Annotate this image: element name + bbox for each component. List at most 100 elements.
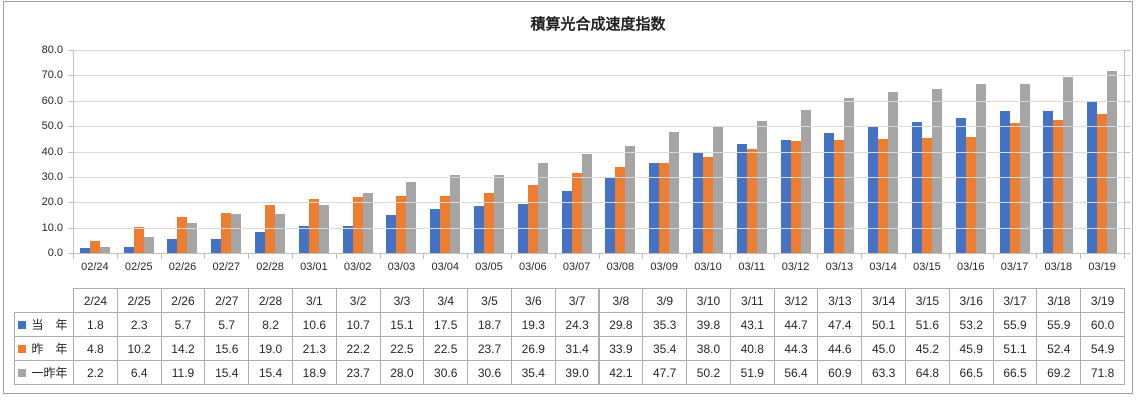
bar-last-year bbox=[177, 216, 188, 253]
series-label: 当 年 bbox=[31, 318, 68, 332]
bar-two-years-ago bbox=[362, 192, 373, 253]
table-cell: 44.7 bbox=[773, 312, 819, 337]
table-cell: 39.0 bbox=[554, 360, 600, 385]
table-cell: 38.0 bbox=[686, 336, 731, 361]
secondary-axis-tick bbox=[1124, 151, 1130, 153]
bar-last-year bbox=[790, 140, 801, 253]
table-cell: 5.7 bbox=[204, 312, 250, 337]
table-cell: 11.9 bbox=[160, 360, 206, 385]
table-cell: 26.9 bbox=[510, 336, 556, 361]
x-axis-tick bbox=[467, 253, 469, 259]
bar-two-years-ago bbox=[406, 181, 417, 253]
table-header-cell: 3/18 bbox=[1036, 288, 1082, 313]
x-axis-label: 03/19 bbox=[1088, 261, 1116, 273]
table-cell: 15.4 bbox=[248, 360, 293, 385]
table-cell: 22.5 bbox=[379, 336, 425, 361]
table-header-cell: 3/8 bbox=[598, 288, 644, 313]
x-axis-tick bbox=[291, 253, 293, 259]
legend-key-this-year bbox=[18, 320, 26, 329]
table-header-cell: 3/4 bbox=[423, 288, 469, 313]
secondary-axis-tick bbox=[1124, 253, 1130, 254]
x-axis-label: 03/05 bbox=[475, 261, 503, 273]
secondary-y-axis-line bbox=[1124, 50, 1125, 253]
table-header-cell: 2/26 bbox=[160, 288, 206, 313]
bar-two-years-ago bbox=[669, 131, 680, 253]
table-cell: 69.2 bbox=[1036, 360, 1082, 385]
table-header-cell: 3/10 bbox=[686, 288, 731, 313]
bar-this-year bbox=[561, 191, 572, 253]
legend-key-last-year bbox=[18, 344, 26, 353]
x-axis-label: 03/13 bbox=[825, 261, 854, 273]
y-axis-label: 60.0 bbox=[41, 94, 63, 107]
horizontal-gridline bbox=[73, 75, 1124, 77]
x-axis-tick bbox=[729, 253, 731, 259]
x-axis-label: 03/03 bbox=[387, 261, 416, 273]
bar-last-year bbox=[965, 136, 976, 253]
x-axis-label: 02/26 bbox=[168, 261, 197, 273]
table-cell: 51.1 bbox=[992, 336, 1038, 361]
bar-last-year bbox=[571, 173, 582, 253]
table-cell: 10.2 bbox=[116, 336, 162, 361]
bar-two-years-ago bbox=[975, 84, 986, 253]
secondary-axis-tick bbox=[1124, 100, 1130, 102]
bar-last-year bbox=[440, 195, 451, 253]
bar-last-year bbox=[878, 138, 889, 253]
bar-last-year bbox=[265, 204, 276, 253]
table-cell: 22.2 bbox=[335, 336, 381, 361]
bar-two-years-ago bbox=[537, 163, 548, 253]
table-header-cell: 3/11 bbox=[729, 288, 775, 313]
bar-this-year bbox=[1043, 111, 1054, 253]
table-cell: 10.7 bbox=[335, 312, 381, 337]
horizontal-gridline bbox=[73, 100, 1124, 102]
table-cell: 53.2 bbox=[948, 312, 994, 337]
table-cell: 60.0 bbox=[1080, 312, 1125, 337]
legend-key-two-years-ago bbox=[18, 368, 26, 377]
table-row-label: 一昨年 bbox=[14, 360, 74, 385]
y-axis-line bbox=[73, 50, 74, 253]
table-cell: 52.4 bbox=[1036, 336, 1082, 361]
x-axis-label: 02/28 bbox=[256, 261, 284, 273]
x-axis-label: 03/01 bbox=[300, 261, 328, 273]
x-axis-tick bbox=[948, 253, 950, 259]
bar-two-years-ago bbox=[756, 121, 767, 253]
bar-two-years-ago bbox=[1063, 77, 1074, 253]
table-cell: 51.9 bbox=[729, 360, 775, 385]
bar-two-years-ago bbox=[450, 175, 461, 253]
table-cell: 44.6 bbox=[817, 336, 863, 361]
table-cell: 8.2 bbox=[248, 312, 293, 337]
y-axis-label: 20.0 bbox=[41, 196, 63, 209]
table-cell: 18.9 bbox=[291, 360, 337, 385]
table-header-cell: 3/15 bbox=[905, 288, 950, 313]
x-axis-tick bbox=[204, 253, 206, 259]
y-axis-label: 50.0 bbox=[41, 120, 63, 133]
bar-this-year bbox=[211, 238, 222, 253]
x-axis-tick bbox=[73, 253, 74, 259]
x-axis-tick bbox=[1124, 253, 1125, 259]
y-axis-tick bbox=[68, 75, 73, 77]
bar-this-year bbox=[386, 214, 397, 253]
bar-last-year bbox=[352, 196, 363, 253]
bar-this-year bbox=[255, 232, 266, 253]
x-axis-label: 03/11 bbox=[738, 261, 766, 273]
bar-last-year bbox=[308, 198, 319, 253]
x-axis-tick bbox=[598, 253, 600, 259]
table-header-cell: 3/16 bbox=[948, 288, 994, 313]
x-axis-label: 03/12 bbox=[781, 261, 810, 273]
table-cell: 30.6 bbox=[467, 360, 512, 385]
x-axis-tick bbox=[116, 253, 118, 259]
bar-this-year bbox=[605, 177, 616, 253]
table-cell: 35.4 bbox=[642, 336, 688, 361]
table-cell: 66.5 bbox=[948, 360, 994, 385]
bar-this-year bbox=[955, 118, 966, 253]
bar-two-years-ago bbox=[581, 154, 592, 253]
table-cell: 71.8 bbox=[1080, 360, 1125, 385]
bar-last-year bbox=[396, 195, 407, 253]
table-cell: 55.9 bbox=[992, 312, 1038, 337]
table-cell: 2.3 bbox=[116, 312, 162, 337]
table-cell: 66.5 bbox=[992, 360, 1038, 385]
y-axis-label: 40.0 bbox=[41, 145, 63, 158]
table-header-cell: 2/25 bbox=[116, 288, 162, 313]
horizontal-gridline bbox=[73, 50, 1124, 51]
table-row-label: 当 年 bbox=[14, 312, 74, 337]
bar-this-year bbox=[780, 139, 791, 253]
